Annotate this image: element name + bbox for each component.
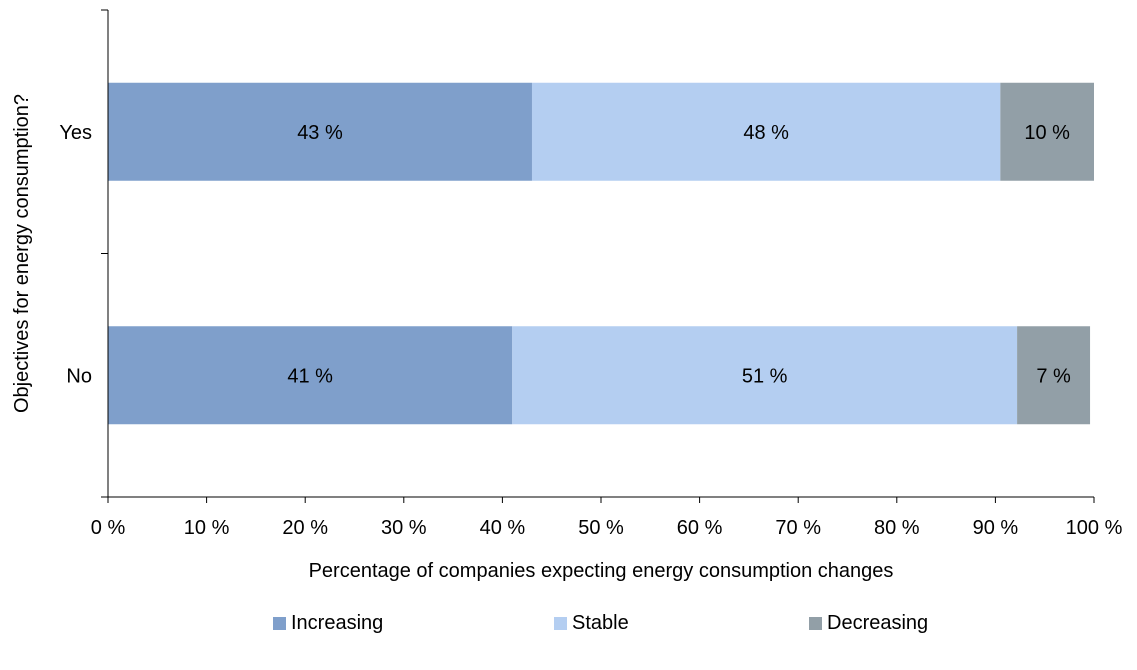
chart-legend: Increasing Stable Decreasing — [0, 612, 1137, 652]
bar-stable-yes — [531, 82, 1001, 181]
x-tick-label: 100 % — [1066, 517, 1123, 539]
y-tick-label-yes: Yes — [59, 122, 92, 144]
legend-swatch-stable — [554, 617, 567, 630]
data-label-stable-no: 51 % — [742, 365, 788, 387]
x-tick-label: 10 % — [184, 517, 230, 539]
x-tick-label: 30 % — [381, 517, 427, 539]
bar-decreasing-no — [1017, 326, 1091, 425]
bar-increasing-yes — [108, 82, 532, 181]
legend-swatch-decreasing — [809, 617, 822, 630]
data-label-decreasing-no: 7 % — [1036, 365, 1071, 387]
x-tick-label: 80 % — [874, 517, 920, 539]
bar-increasing-no — [108, 326, 513, 425]
data-label-increasing-yes: 43 % — [297, 122, 343, 144]
x-tick-label: 40 % — [480, 517, 526, 539]
legend-item-stable: Stable — [554, 612, 629, 635]
bar-decreasing-yes — [1000, 82, 1094, 181]
x-tick-label: 70 % — [775, 517, 821, 539]
bar-stable-no — [512, 326, 1018, 425]
x-axis-title: Percentage of companies expecting energy… — [309, 560, 894, 582]
legend-label-stable: Stable — [572, 612, 629, 634]
stacked-bar-chart: 43 % 48 % 10 % Yes 41 % 51 % 7 % No 0 % 10 % 20 % 3… — [11, 9, 1123, 582]
data-label-increasing-no: 41 % — [287, 365, 333, 387]
x-tick-label: 0 % — [91, 517, 126, 539]
data-label-stable-yes: 48 % — [743, 122, 789, 144]
legend-label-decreasing: Decreasing — [827, 612, 929, 634]
y-tick-label-no: No — [66, 365, 92, 387]
y-axis-title: Objectives for energy consumption? — [11, 94, 33, 413]
x-tick-label: 20 % — [282, 517, 328, 539]
x-tick-label: 60 % — [677, 517, 723, 539]
legend-label-increasing: Increasing — [291, 612, 384, 634]
legend-item-increasing: Increasing — [273, 612, 383, 635]
legend-item-decreasing: Decreasing — [809, 612, 928, 635]
legend-swatch-increasing — [273, 617, 286, 630]
data-label-decreasing-yes: 10 % — [1024, 122, 1070, 144]
x-tick-label: 50 % — [578, 517, 624, 539]
x-tick-label: 90 % — [973, 517, 1019, 539]
